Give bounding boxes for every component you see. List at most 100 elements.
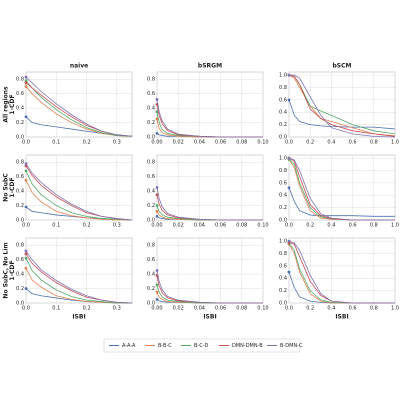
x-tick-label: 0.2 [306,140,314,146]
y-tick-label: 0.0 [279,218,287,224]
start-marker [24,205,28,209]
start-marker [24,252,28,256]
y-tick-label: 0.6 [279,263,287,269]
y-tick-label: 1.0 [279,73,287,79]
legend-label: A-A-A [122,343,136,349]
legend-box [103,338,301,353]
y-tick-label: 0.8 [279,168,287,174]
x-tick-label: 0.1 [52,140,60,146]
x-tick-label: 0.3 [113,223,121,229]
x-tick-label: 0.04 [194,306,205,312]
plot-area [25,71,133,138]
y-tick-label: 0.0 [16,135,24,141]
start-marker [287,239,291,243]
start-marker [155,290,159,294]
y-axis-label-line: 1-CDF [9,260,16,280]
series-line [289,74,396,138]
start-marker [155,204,159,207]
start-marker [155,117,159,121]
plot-area [288,154,396,221]
start-marker [155,131,159,135]
x-tick-label: 0.6 [349,140,357,146]
y-tick-label: 0.6 [16,257,24,263]
x-tick-label: 0.08 [236,306,247,312]
x-tick-label: 0.08 [236,223,247,229]
y-tick-label: 0.0 [147,301,155,307]
x-tick-label: 0.8 [370,140,378,146]
y-tick-label: 0.2 [147,286,155,292]
start-marker [24,115,28,119]
x-tick-label: 0.0 [285,223,293,229]
y-tick-label: 0.2 [16,286,24,292]
y-tick-label: 0.8 [16,243,24,249]
start-marker [287,186,291,190]
x-tick-label: 0.0 [285,140,293,146]
y-tick-label: 0.2 [16,120,24,126]
start-marker [155,98,159,101]
x-tick-label: 0.10 [257,140,268,146]
x-tick-label: 0.8 [370,306,378,312]
x-tick-label: 0.1 [52,306,60,312]
x-tick-label: 0.02 [173,223,184,229]
y-axis-label-line: 1-CDF [9,177,16,197]
legend-label: B-DMN-C [280,343,303,349]
y-axis-label: No SubC 1-CDF [2,173,16,202]
plot-area [156,237,264,304]
y-tick-label: 0.4 [147,106,155,112]
start-marker [24,249,28,253]
x-tick-label: 0.0 [22,140,30,146]
start-marker [24,162,28,166]
series-line [25,76,133,137]
series-line [156,187,263,221]
plot-area [288,237,396,304]
x-tick-label: 0.0 [22,306,30,312]
y-tick-label: 0.6 [147,91,155,97]
x-tick-label: 1.0 [391,140,399,146]
x-tick-label: 1.0 [391,306,399,312]
y-tick-label: 0.8 [147,77,155,83]
y-tick-label: 0.0 [147,218,155,224]
x-tick-label: 0.2 [83,306,91,312]
x-tick-label: 0.00 [151,223,162,229]
start-marker [287,98,291,102]
x-tick-label: 0.0 [285,306,293,312]
start-marker [24,79,28,83]
y-tick-label: 0.8 [279,251,287,257]
x-tick-label: 0.4 [327,306,335,312]
y-tick-label: 1.0 [279,156,287,162]
x-tick-label: 0.2 [306,306,314,312]
x-tick-label: 0.02 [173,306,184,312]
x-axis-label: ISBI [203,314,216,321]
y-tick-label: 0.4 [16,272,24,278]
series-line [156,99,263,138]
x-tick-label: 0.6 [349,306,357,312]
y-tick-label: 0.8 [147,160,155,166]
start-marker [155,283,159,287]
y-tick-label: 1.0 [279,239,287,245]
x-tick-label: 0.06 [215,306,226,312]
y-tick-label: 0.6 [16,174,24,180]
x-tick-label: 0.08 [236,140,247,146]
x-tick-label: 0.3 [113,140,121,146]
y-tick-label: 0.4 [279,110,287,116]
x-tick-label: 0.3 [113,306,121,312]
start-marker [287,156,291,160]
series-line [288,99,396,130]
plot-area [156,154,264,221]
x-axis-label: ISBI [72,314,85,321]
x-tick-label: 0.02 [173,140,184,146]
y-tick-label: 0.4 [279,276,287,282]
x-tick-label: 0.2 [83,223,91,229]
y-tick-label: 0.6 [279,97,287,103]
legend-label: B-B-C [158,343,172,349]
start-marker [24,256,28,260]
start-marker [24,178,28,182]
x-tick-label: 0.2 [306,223,314,229]
series-line [25,80,133,137]
y-tick-label: 0.8 [279,85,287,91]
legend-label: DMN-DMN-B [232,343,263,349]
start-marker [287,73,291,77]
x-axis-label: ISBI [335,314,348,321]
start-marker [155,214,159,218]
y-tick-label: 0.8 [147,243,155,249]
